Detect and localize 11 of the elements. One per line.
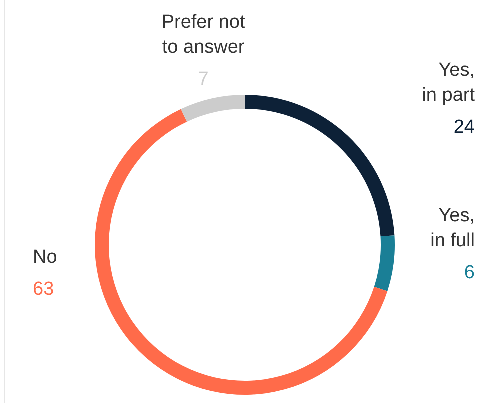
donut-slice — [181, 95, 245, 122]
data-label: 24 — [454, 117, 476, 138]
slice-label: Yes, in part — [422, 60, 476, 106]
slice-label: No — [33, 247, 58, 268]
donut-slice — [245, 95, 395, 236]
donut-slice — [374, 236, 395, 292]
data-label: 63 — [33, 279, 54, 300]
data-label: 6 — [464, 262, 475, 284]
donut-slice — [95, 109, 388, 395]
slice-label: Yes, in full — [430, 205, 475, 252]
slice-label: Prefer not to answer — [162, 12, 246, 58]
